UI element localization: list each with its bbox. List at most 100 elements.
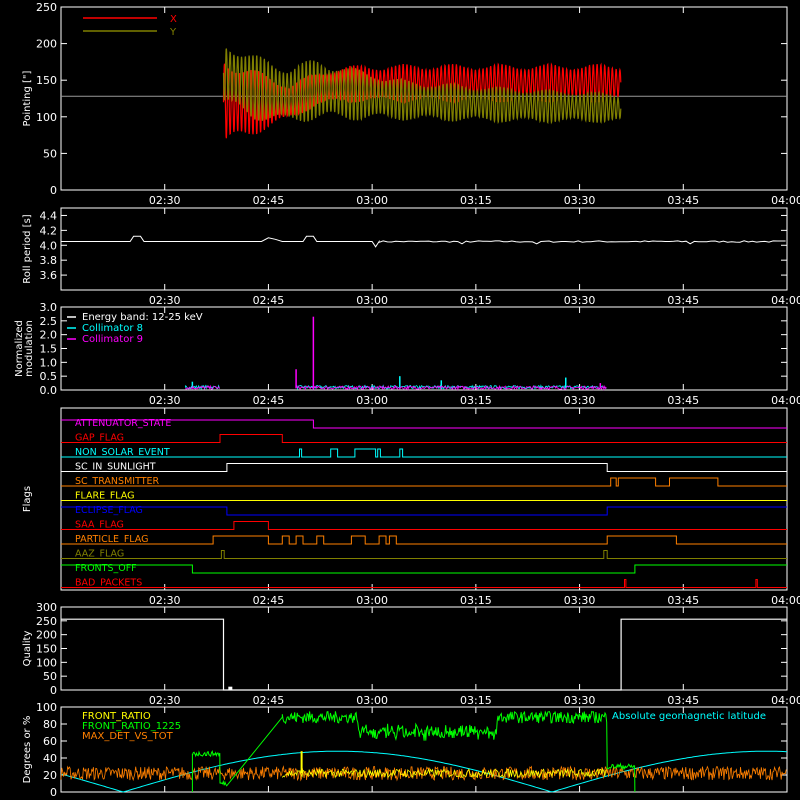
quality-x-tick-label: 03:15: [460, 694, 492, 707]
quality-y-tick-label: 100: [36, 656, 57, 669]
modulation-x-tick-label: 02:30: [149, 394, 181, 407]
flags-y-label: Flags: [22, 486, 33, 512]
flags-line-saa-flag: [61, 521, 787, 530]
flags-line-attenuator-state: [61, 419, 787, 429]
flags-line-eclipse-flag: [61, 506, 787, 516]
modulation-legend-label: Energy band: 12-25 keV: [82, 312, 203, 323]
ratios-legend-label: FRONT_RATIO_1225: [82, 721, 181, 732]
modulation-x-tick-label: 03:30: [564, 394, 596, 407]
flags-label: GAP_FLAG: [75, 432, 124, 443]
ratios-y-tick-label: 60: [43, 735, 57, 748]
flags-label: NON_SOLAR_EVENT: [75, 447, 170, 458]
quality-y-label: Quality: [22, 631, 33, 667]
flags-line-aaz-flag: [61, 550, 787, 559]
flags-line-bad-packets: [61, 579, 787, 588]
flags-line-gap-flag: [61, 434, 787, 443]
roll-period-x-tick-label: 03:30: [564, 294, 596, 307]
modulation-y-tick-label: 1.0: [40, 356, 58, 369]
quality-y-tick-label: 200: [36, 629, 57, 642]
pointing-y-tick-label: 250: [36, 1, 57, 14]
modulation-x-tick-label: 02:45: [253, 394, 285, 407]
pointing-x-tick-label: 03:45: [667, 194, 699, 207]
quality-y-tick-label: 0: [50, 684, 57, 697]
pointing-y-tick-label: 0: [50, 184, 57, 197]
modulation-y-tick-label: 2.5: [40, 315, 58, 328]
ratios-y-tick-label: 40: [43, 752, 57, 765]
flags-x-tick-label: 03:15: [460, 594, 492, 607]
quality-y-tick-label: 50: [43, 670, 57, 683]
flags-line-fronts-off: [61, 564, 787, 574]
quality-x-tick-label: 03:30: [564, 694, 596, 707]
roll-period-y-tick-label: 4.4: [40, 209, 58, 222]
modulation-legend-label: Collimator 9: [82, 334, 143, 345]
pointing-series-y: [222, 48, 622, 125]
modulation-y-tick-label: 2.0: [40, 329, 58, 342]
ratios-y-label: Degrees or %: [22, 716, 33, 784]
flags-frame: [60, 407, 788, 591]
flags-line-sc-transmitter: [61, 477, 787, 487]
pointing-y-tick-label: 200: [36, 38, 57, 51]
ratios-frame: [60, 706, 788, 793]
roll-period-x-tick-label: 04:00: [771, 294, 800, 307]
ratios-legend-label: MAX_DET_VS_TOT: [82, 731, 174, 742]
modulation-y-tick-label: 0.0: [40, 384, 58, 397]
pointing-x-tick-label: 02:30: [149, 194, 181, 207]
quality-x-tick-label: 02:45: [253, 694, 285, 707]
roll-period-x-tick-label: 02:45: [253, 294, 285, 307]
roll-period-y-label: Roll period [s]: [22, 214, 33, 283]
flags-label: SAA_FLAG: [75, 519, 124, 530]
roll-period-x-tick-label: 03:15: [460, 294, 492, 307]
flags-x-tick-label: 03:30: [564, 594, 596, 607]
flags-label: FLARE_FLAG: [75, 490, 135, 501]
modulation-series-collimator-9: [185, 384, 607, 391]
flags-line-non-solar-event: [61, 448, 787, 458]
quality-series: [61, 618, 787, 691]
modulation-y-label: modulation: [24, 320, 35, 377]
quality-y-tick-label: 150: [36, 643, 57, 656]
flags-label: SC_IN_SUNLIGHT: [75, 461, 156, 472]
ratios-legend-label: FRONT_RATIO: [82, 711, 151, 722]
ratios-series-latitude: [60, 750, 788, 793]
roll-period-y-tick-label: 4.0: [40, 239, 58, 252]
ratios-y-tick-label: 0: [50, 786, 57, 799]
quality-x-tick-label: 03:45: [667, 694, 699, 707]
pointing-y-tick-label: 50: [43, 147, 57, 160]
modulation-y-label: Normalized: [14, 320, 25, 377]
roll-period-x-tick-label: 03:00: [356, 294, 388, 307]
flags-label: AAZ_FLAG: [75, 548, 124, 559]
pointing-y-tick-label: 100: [36, 111, 57, 124]
quality-x-tick-label: 02:30: [149, 694, 181, 707]
flags-label: ATTENUATOR_STATE: [75, 418, 171, 429]
pointing-y-tick-label: 150: [36, 74, 57, 87]
flags-label: BAD_PACKETS: [75, 577, 142, 588]
pointing-x-tick-label: 04:00: [771, 194, 800, 207]
flags-line-sc-in-sunlight: [61, 463, 787, 472]
roll-period-y-tick-label: 3.8: [40, 254, 58, 267]
quality-x-tick-label: 03:00: [356, 694, 388, 707]
flags-x-tick-label: 02:45: [253, 594, 285, 607]
flags-x-tick-label: 03:00: [356, 594, 388, 607]
ratios-series-max-det: [60, 765, 787, 782]
ratios-legend-right: Absolute geomagnetic latitude: [612, 711, 766, 722]
flags-label: FRONTS_OFF: [75, 563, 137, 574]
flags-label: SC_TRANSMITTER: [75, 476, 160, 487]
pointing-legend-label: Y: [169, 27, 177, 38]
roll-period-x-tick-label: 03:45: [667, 294, 699, 307]
quality-y-tick-label: 300: [36, 601, 57, 614]
modulation-y-tick-label: 0.5: [40, 370, 58, 383]
quality-x-tick-label: 04:00: [771, 694, 800, 707]
modulation-y-tick-label: 1.5: [40, 343, 58, 356]
roll-period-y-tick-label: 3.6: [40, 269, 58, 282]
modulation-x-tick-label: 03:45: [667, 394, 699, 407]
roll-period-x-tick-label: 02:30: [149, 294, 181, 307]
flags-x-tick-label: 04:00: [771, 594, 800, 607]
modulation-x-tick-label: 04:00: [771, 394, 800, 407]
pointing-x-tick-label: 02:45: [253, 194, 285, 207]
flags-x-tick-label: 03:45: [667, 594, 699, 607]
pointing-legend-label: X: [170, 14, 177, 25]
flags-line-particle-flag: [61, 535, 787, 545]
pointing-y-label: Pointing ["]: [22, 70, 33, 126]
modulation-y-tick-label: 3.0: [40, 301, 58, 314]
pointing-x-tick-label: 03:00: [356, 194, 388, 207]
